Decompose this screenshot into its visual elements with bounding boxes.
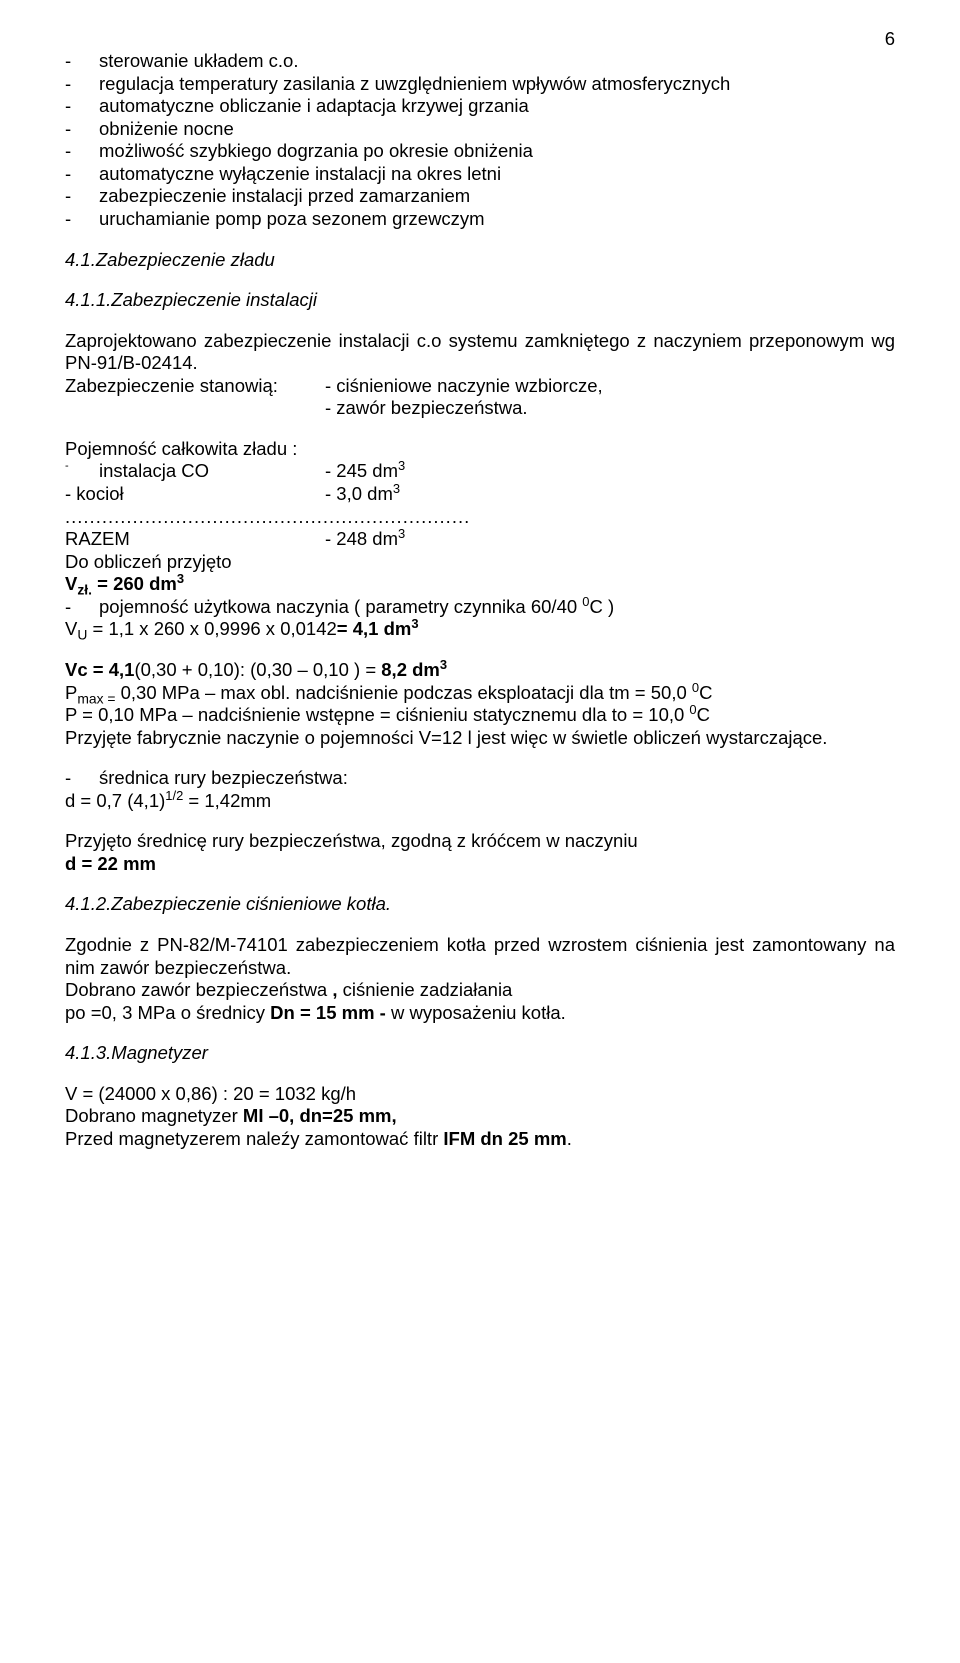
bullet-dash: - [65,73,99,96]
bullet-dash: - [65,163,99,186]
bullet-item: zabezpieczenie instalacji przed zamarzan… [99,185,895,208]
row-value: - 248 dm3 [325,528,405,551]
equation: Vzł. = 260 dm3 [65,573,895,596]
value: d = 22 mm [65,853,895,876]
text: Do obliczeń przyjęto [65,551,895,574]
bullet-dash: - [65,50,99,73]
bullet-dash-small: - [65,460,99,483]
paragraph: Przyjęte fabrycznie naczynie o pojemnośc… [65,727,895,750]
heading-4-1-1: 4.1.1.Zabezpieczenie instalacji [65,289,895,312]
heading-4-1-2: 4.1.2.Zabezpieczenie ciśnieniowe kotła. [65,893,895,916]
bullet-item: średnica rury bezpieczeństwa: [99,767,895,790]
bullet-dash: - [65,185,99,208]
paragraph: Zaprojektowano zabezpieczenie instalacji… [65,330,895,375]
bullet-item: obniżenie nocne [99,118,895,141]
row-label: instalacja CO [99,460,325,483]
row-label: RAZEM [65,528,325,551]
equation: VU = 1,1 x 260 x 0,9996 x 0,0142= 4,1 dm… [65,618,895,641]
paragraph: Zgodnie z PN-82/M-74101 zabezpieczeniem … [65,934,895,979]
equation: Vc = 4,1(0,30 + 0,10): (0,30 – 0,10 ) = … [65,659,895,682]
paragraph: Dobrano zawór bezpieczeństwa , ciśnienie… [65,979,895,1002]
equation: V = (24000 x 0,86) : 20 = 1032 kg/h [65,1083,895,1106]
bullet-item: możliwość szybkiego dogrzania po okresie… [99,140,895,163]
row-value: - 245 dm3 [325,460,405,483]
bullet-dash: - [65,208,99,231]
bullet-dash: - [65,95,99,118]
paragraph: Dobrano magnetyzer MI –0, dn=25 mm, [65,1105,895,1128]
bullet-item: regulacja temperatury zasilania z uwzglę… [99,73,895,96]
heading-4-1-3: 4.1.3.Magnetyzer [65,1042,895,1065]
bullet-item: pojemność użytkowa naczynia ( parametry … [99,596,895,619]
text: - zawór bezpieczeństwa. [325,397,895,420]
bullet-item: sterowanie układem c.o. [99,50,895,73]
bullet-dash: - [65,596,99,619]
bullet-item: automatyczne obliczanie i adaptacja krzy… [99,95,895,118]
label: Zabezpieczenie stanowią: [65,375,325,420]
bullet-dash: - [65,140,99,163]
bullet-dash: - [65,118,99,141]
bullet-item: uruchamianie pomp poza sezonem grzewczym [99,208,895,231]
equation: Pmax = 0,30 MPa – max obl. nadciśnienie … [65,682,895,705]
text: - ciśnieniowe naczynie wzbiorcze, [325,375,895,398]
label: Pojemność całkowita zładu : [65,438,895,461]
text: Przyjęto średnicę rury bezpieczeństwa, z… [65,830,895,853]
equation: P = 0,10 MPa – nadciśnienie wstępne = ci… [65,704,895,727]
page-number: 6 [885,28,895,51]
bullet-item: automatyczne wyłączenie instalacji na ok… [99,163,895,186]
row-value: - 3,0 dm3 [325,483,400,506]
heading-4-1: 4.1.Zabezpieczenie zładu [65,249,895,272]
row-label: - kocioł [65,483,325,506]
equation: d = 0,7 (4,1)1/2 = 1,42mm [65,790,895,813]
separator-dots: ........................................… [65,506,895,529]
paragraph: Przed magnetyzerem naleźy zamontować fil… [65,1128,895,1151]
paragraph: po =0, 3 MPa o średnicy Dn = 15 mm - w w… [65,1002,895,1025]
bullet-dash: - [65,767,99,790]
